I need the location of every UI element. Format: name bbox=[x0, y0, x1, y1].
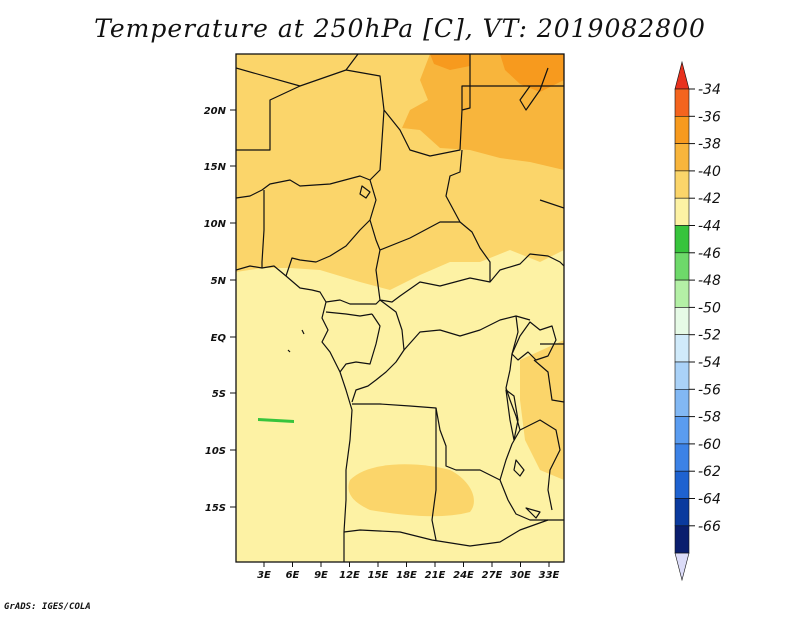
lon-label: 18E bbox=[396, 570, 417, 581]
colorbar-bottom-arrow bbox=[674, 552, 690, 582]
lon-label: 21E bbox=[425, 570, 446, 581]
colorbar-label: -50 bbox=[698, 300, 721, 316]
colorbar-label: -58 bbox=[698, 410, 721, 426]
temperature-field bbox=[236, 54, 564, 562]
lon-label: 15E bbox=[368, 570, 389, 581]
colorbar-swatch bbox=[674, 498, 690, 527]
colorbar-label: -52 bbox=[698, 328, 721, 344]
longitude-axis: 3E 6E 9E 12E 15E 18E 21E 24E 27E 30E 33E bbox=[257, 562, 560, 581]
colorbar-swatch bbox=[674, 225, 690, 254]
colorbar-label: -34 bbox=[698, 82, 721, 98]
colorbar-swatch bbox=[674, 279, 690, 308]
lat-label: 20N bbox=[204, 106, 227, 117]
chart-title: Temperature at 250hPa [C], VT: 201908280… bbox=[94, 14, 706, 43]
country-borders bbox=[236, 54, 564, 562]
colorbar-label: -64 bbox=[698, 492, 721, 508]
lat-label: 15N bbox=[204, 162, 227, 173]
colorbar-swatch bbox=[674, 170, 690, 199]
colorbar: -34 -36 -38 -40 -42 -44 -46 -48 -50 -52 -54 -56 -58 -… bbox=[674, 60, 721, 582]
lat-label: 5N bbox=[211, 276, 227, 287]
colorbar-label: -46 bbox=[698, 246, 721, 262]
colorbar-label: -62 bbox=[698, 464, 721, 480]
lon-label: 3E bbox=[257, 570, 271, 581]
colorbar-label: -36 bbox=[698, 109, 721, 125]
lon-label: 30E bbox=[510, 570, 531, 581]
grads-credit: GrADS: IGES/COLA bbox=[4, 602, 91, 612]
colorbar-label: -54 bbox=[698, 355, 721, 371]
colorbar-swatch bbox=[674, 525, 690, 554]
colorbar-swatch bbox=[674, 116, 690, 144]
colorbar-swatch bbox=[674, 252, 690, 281]
colorbar-swatch bbox=[674, 197, 690, 226]
colorbar-label: -40 bbox=[698, 164, 721, 180]
colorbar-swatch bbox=[674, 334, 690, 363]
colorbar-swatch bbox=[674, 307, 690, 335]
colorbar-label: -60 bbox=[698, 437, 721, 453]
colorbar-swatch bbox=[674, 361, 690, 390]
colorbar-label: -66 bbox=[698, 519, 721, 535]
colorbar-top-arrow bbox=[674, 60, 690, 90]
lon-label: 6E bbox=[286, 570, 300, 581]
lat-label: 10N bbox=[204, 219, 227, 230]
lat-label: 5S bbox=[212, 389, 226, 400]
lon-label: 12E bbox=[339, 570, 360, 581]
lon-label: 27E bbox=[482, 570, 503, 581]
colorbar-swatch bbox=[674, 470, 690, 499]
colorbar-label: -44 bbox=[698, 219, 721, 235]
colorbar-label: -38 bbox=[698, 137, 721, 153]
colorbar-swatch bbox=[674, 88, 690, 117]
lon-label: 9E bbox=[314, 570, 328, 581]
colorbar-swatch bbox=[674, 143, 690, 172]
map-frame bbox=[235, 53, 565, 563]
colorbar-label: -48 bbox=[698, 273, 721, 289]
lat-label: 15S bbox=[205, 503, 226, 514]
colorbar-swatch bbox=[674, 443, 690, 472]
lon-label: 24E bbox=[453, 570, 474, 581]
lon-label: 33E bbox=[539, 570, 560, 581]
colorbar-label: -56 bbox=[698, 382, 721, 398]
colorbar-swatch bbox=[674, 416, 690, 445]
lat-label: 10S bbox=[205, 446, 226, 457]
colorbar-swatch bbox=[674, 388, 690, 417]
colorbar-label: -42 bbox=[698, 191, 721, 207]
lat-label: EQ bbox=[211, 333, 227, 344]
latitude-axis: 20N 15N 10N 5N EQ 5S 10S 15S bbox=[204, 106, 236, 514]
